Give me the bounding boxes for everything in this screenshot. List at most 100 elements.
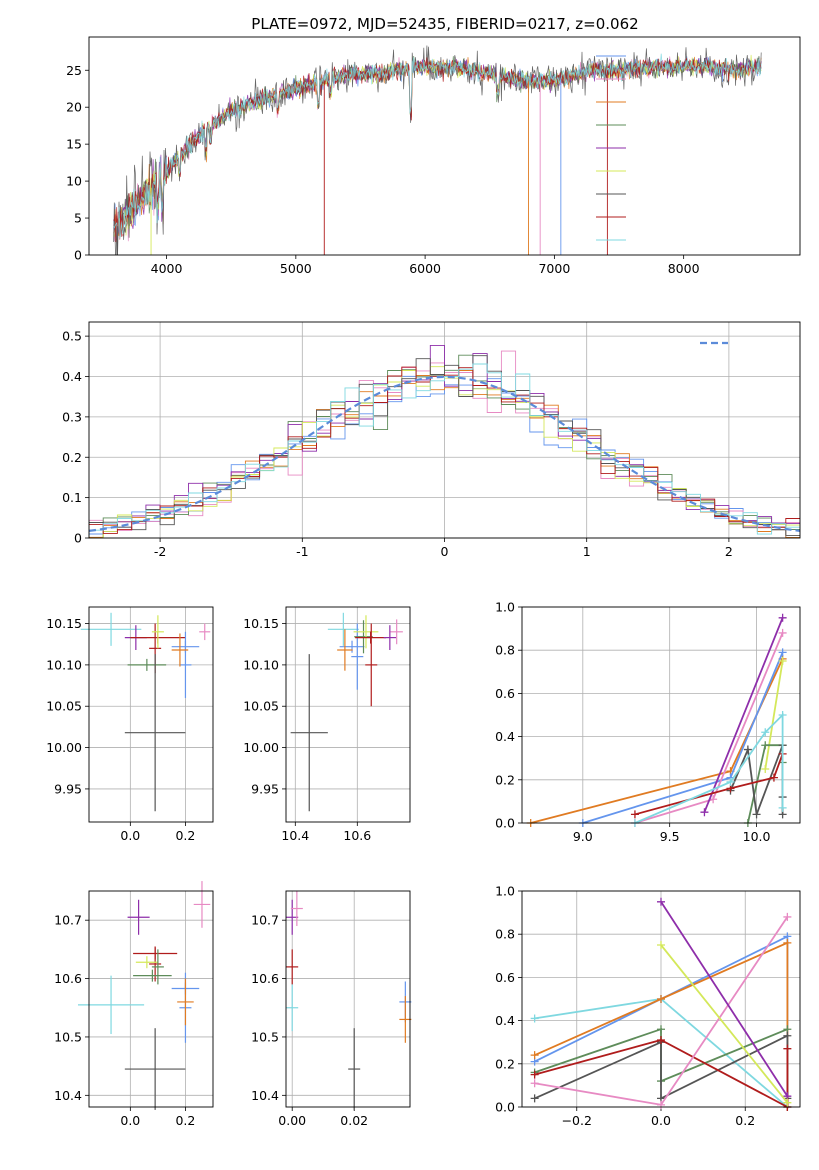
y-tick-label: 10.15 xyxy=(46,616,82,631)
errorbar-point xyxy=(124,1028,186,1110)
errorbar-point xyxy=(171,633,189,667)
age_vs_Z-panel: 0.0 0.2 9.95 10.00 10.05 10.10 10.15 xyxy=(46,606,214,843)
y-tick-label: 10.4 xyxy=(251,1088,279,1103)
weight-marker xyxy=(778,648,787,657)
y-tick-label: 10.00 xyxy=(46,740,82,755)
weight-marker xyxy=(657,941,665,949)
weight-marker xyxy=(657,995,665,1003)
spectrum-line-6 xyxy=(113,45,762,255)
errorbar-point xyxy=(199,623,211,641)
errorbar-point xyxy=(351,623,364,690)
x-tick-label: 0.2 xyxy=(175,1113,195,1128)
y-tick-label: 10.05 xyxy=(243,699,279,714)
weight-marker xyxy=(783,1098,792,1107)
y-tick-label: 0.3 xyxy=(62,409,82,424)
errorbar-point xyxy=(383,625,397,650)
weight-marker xyxy=(761,728,770,737)
axes-frame xyxy=(285,890,411,1108)
x-tick-label: 6000 xyxy=(409,261,441,276)
weight-marker xyxy=(530,1094,539,1103)
x-tick-label: 10.4 xyxy=(281,828,309,843)
errorbar-point xyxy=(355,631,387,644)
y-tick-label: 0.8 xyxy=(495,927,515,942)
y-tick-label: 0.0 xyxy=(495,816,515,831)
weight-marker xyxy=(657,1036,665,1045)
x-tick-label: 10.6 xyxy=(343,828,371,843)
y-tick-label: 10.4 xyxy=(54,1088,82,1103)
y-tick-label: 0.4 xyxy=(62,369,82,384)
weight-line-2 xyxy=(534,941,789,1107)
x-tick-label: -1 xyxy=(296,544,308,559)
errorbar-point xyxy=(348,1028,361,1110)
y-tick-label: 10.15 xyxy=(243,616,279,631)
weight-marker xyxy=(530,1070,539,1079)
weight-marker xyxy=(700,808,709,817)
weight-marker xyxy=(783,1044,792,1053)
age_vs_mass-panel: 10.4 10.6 9.95 10.00 10.05 10.10 10.15 xyxy=(243,606,411,843)
weight-marker xyxy=(761,765,770,773)
weight-marker xyxy=(769,773,778,782)
weight-marker xyxy=(530,1014,539,1023)
axes-frame xyxy=(88,321,801,539)
y-tick-label: 10.6 xyxy=(251,971,279,986)
spectrum-line-3 xyxy=(113,55,762,238)
axes-frame xyxy=(521,606,801,824)
y-tick-label: 10.7 xyxy=(54,913,82,928)
y-tick-label: 0.8 xyxy=(495,643,515,658)
errorbar-point xyxy=(354,620,373,654)
y-tick-label: 0.6 xyxy=(495,686,515,701)
errorbar-point xyxy=(80,612,142,646)
x-tick-label: 8000 xyxy=(668,261,700,276)
errorbar-point xyxy=(133,969,172,982)
x-tick-label: 1 xyxy=(583,544,591,559)
mass_vs_ebv-panel: 0.00 0.02 10.4 10.5 10.6 10.7 xyxy=(251,890,412,1128)
weight-line-5 xyxy=(534,1039,789,1109)
mass_vs_Z-panel: 0.0 0.2 10.4 10.5 10.6 10.7 xyxy=(54,881,214,1128)
weight-line-8 xyxy=(660,944,789,1104)
y-tick-label: 0.1 xyxy=(62,490,82,505)
weight-marker xyxy=(752,810,761,819)
errorbar-point xyxy=(390,619,403,645)
x-tick-label: 0.0 xyxy=(120,1113,140,1128)
weight-marker xyxy=(778,628,787,637)
errorbar-point xyxy=(193,881,211,928)
spectrum-line-7 xyxy=(113,57,762,243)
y-tick-label: 1.0 xyxy=(495,884,515,899)
weight-line-3 xyxy=(703,617,784,813)
x-tick-label: −0.2 xyxy=(562,1113,592,1128)
y-tick-label: 10 xyxy=(66,174,82,189)
axes-frame xyxy=(88,890,214,1108)
errorbar-point xyxy=(327,612,359,646)
errorbar-point xyxy=(124,654,186,812)
y-tick-label: 0.4 xyxy=(495,1013,515,1028)
weight_vs_age-panel: 9.0 9.5 10.0 0.0 0.2 0.4 0.6 0.8 1.0 xyxy=(495,600,801,844)
weight-marker xyxy=(778,613,787,622)
errorbar-point xyxy=(286,899,299,935)
y-tick-label: 10.05 xyxy=(46,699,82,714)
y-tick-label: 5 xyxy=(74,211,82,226)
x-tick-label: 0.00 xyxy=(278,1113,306,1128)
y-tick-label: 0.5 xyxy=(62,329,82,344)
y-tick-label: 0.0 xyxy=(495,1100,515,1115)
x-tick-label: 0.0 xyxy=(651,1113,671,1128)
y-tick-label: 0.6 xyxy=(495,970,515,985)
spectrum-lines xyxy=(113,45,762,255)
errorbar-point xyxy=(177,978,194,1026)
spectrum-panel: 4000 5000 6000 7000 8000 0 5 10 15 20 25 xyxy=(66,36,801,276)
spectrum-line-2 xyxy=(113,56,762,243)
spectrum-line-0 xyxy=(113,56,762,234)
spectrum-line-5 xyxy=(113,54,762,237)
weight-marker xyxy=(657,1100,665,1109)
x-tick-label: 9.0 xyxy=(573,829,593,844)
weight-marker xyxy=(530,1079,539,1088)
x-tick-label: -2 xyxy=(154,544,166,559)
x-tick-label: 2 xyxy=(725,544,733,559)
axes-frame xyxy=(88,36,801,256)
weight-marker xyxy=(657,897,665,906)
errorbar-point xyxy=(127,658,167,671)
y-tick-label: 0.2 xyxy=(495,1056,515,1071)
figure-title: PLATE=0972, MJD=52435, FIBERID=0217, z=0… xyxy=(251,15,638,33)
y-tick-label: 10.5 xyxy=(251,1029,279,1044)
errorbar-point xyxy=(353,615,379,649)
